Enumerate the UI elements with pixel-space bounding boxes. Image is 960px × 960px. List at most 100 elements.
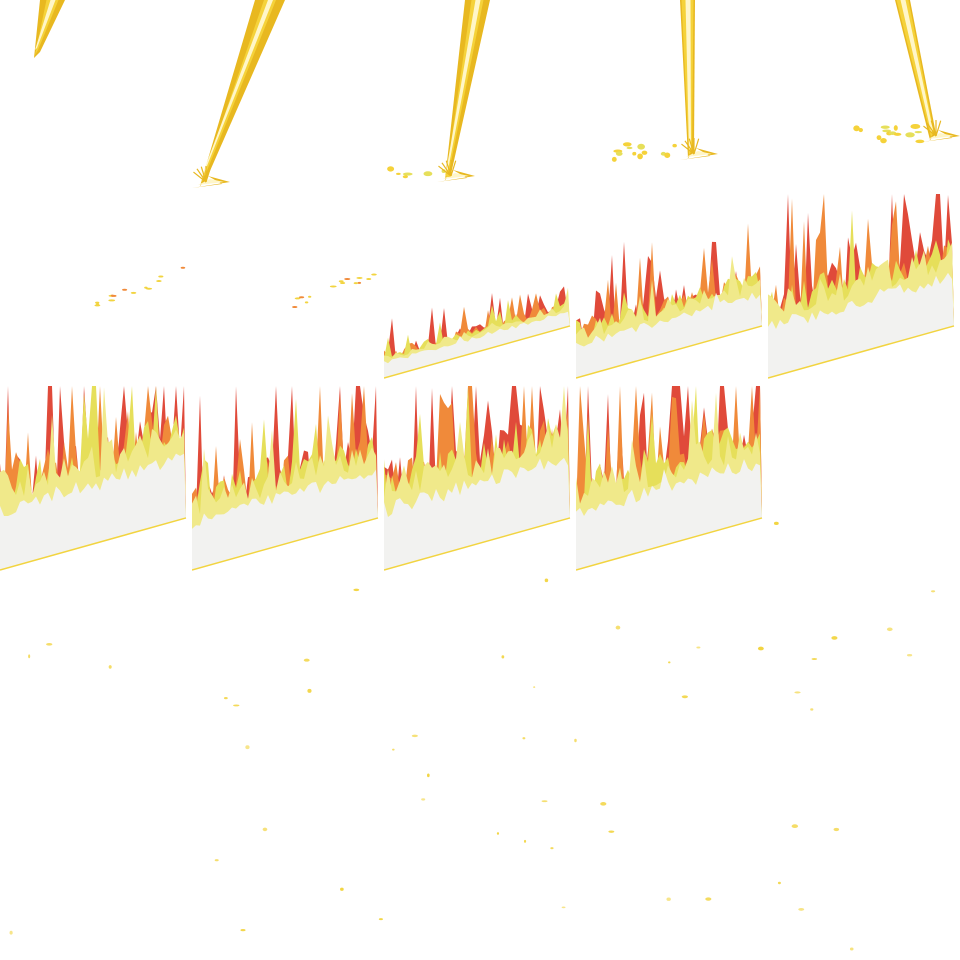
ember xyxy=(411,734,418,738)
spark xyxy=(910,123,921,129)
ember xyxy=(357,281,362,284)
ember xyxy=(541,800,548,803)
fire-sprite xyxy=(384,286,576,384)
ember xyxy=(371,273,377,276)
spark-ray xyxy=(688,138,695,155)
ember xyxy=(522,737,526,740)
ember xyxy=(340,282,346,285)
ember xyxy=(773,521,779,525)
ember xyxy=(111,294,117,297)
spark xyxy=(441,169,446,174)
ember xyxy=(329,285,337,288)
fire-frame-7 xyxy=(192,192,384,384)
ember xyxy=(294,297,301,300)
spark xyxy=(880,138,887,144)
impact-flare-core xyxy=(443,173,469,179)
spark-ray xyxy=(693,138,700,155)
ember xyxy=(533,686,536,688)
spark-ray xyxy=(930,120,937,137)
beam-sprite xyxy=(192,0,285,188)
beam-outer xyxy=(34,0,65,58)
spark xyxy=(858,127,863,133)
ember xyxy=(223,696,228,700)
ground-mask xyxy=(384,325,576,384)
ember xyxy=(810,708,814,711)
beam-core xyxy=(201,0,273,178)
beam-core xyxy=(35,0,56,50)
ember xyxy=(122,288,128,291)
fire-sprite xyxy=(94,266,186,307)
ember xyxy=(544,578,549,583)
ember xyxy=(811,658,818,660)
ember xyxy=(46,642,53,646)
spark xyxy=(880,125,890,129)
beam-sprite xyxy=(853,0,960,144)
ember xyxy=(574,738,577,743)
spark xyxy=(893,125,898,131)
spark-ray xyxy=(205,166,212,183)
ground-glow xyxy=(576,325,763,379)
ember xyxy=(356,276,363,279)
fire-sprite xyxy=(292,273,377,308)
ember xyxy=(9,930,13,935)
ground-mask xyxy=(0,517,192,576)
ember xyxy=(496,832,500,835)
beam-core xyxy=(900,0,933,132)
beam-sprite xyxy=(34,0,65,58)
ember xyxy=(378,918,383,921)
spark-ray xyxy=(450,160,457,177)
spark xyxy=(387,166,395,172)
fire-sprite xyxy=(384,386,576,576)
spark-ray xyxy=(196,168,207,183)
spark xyxy=(622,142,632,147)
ember xyxy=(96,303,100,306)
ember xyxy=(705,897,712,901)
fire-sprite xyxy=(0,386,192,576)
spark xyxy=(626,146,633,150)
spark-ray xyxy=(935,120,942,137)
ember xyxy=(886,627,893,632)
beam-frame-4 xyxy=(576,0,768,192)
spark xyxy=(853,125,860,132)
ember xyxy=(523,839,527,843)
ember xyxy=(615,625,621,630)
spark xyxy=(915,139,925,144)
fire-frame-6 xyxy=(0,192,192,384)
ember xyxy=(696,646,701,649)
spark xyxy=(423,171,433,177)
beam-frame-1 xyxy=(0,0,192,192)
ember xyxy=(340,887,344,891)
ground-glow xyxy=(0,517,187,571)
ember xyxy=(831,636,838,640)
ground-glow xyxy=(384,325,571,379)
ember xyxy=(798,908,805,911)
ember xyxy=(668,661,671,664)
ember xyxy=(308,295,312,298)
spark xyxy=(914,130,922,134)
spark xyxy=(876,135,882,141)
fire-sprite xyxy=(576,386,768,576)
ground-mask xyxy=(576,517,768,576)
ground-mask xyxy=(192,517,384,576)
spark-ray xyxy=(923,125,937,137)
ember xyxy=(307,688,312,693)
ember xyxy=(344,278,351,281)
spark xyxy=(615,151,623,156)
fire-frame-9 xyxy=(576,192,768,384)
ember xyxy=(180,266,186,269)
ember xyxy=(304,301,309,304)
ember xyxy=(931,590,936,593)
ember xyxy=(791,824,799,828)
ember xyxy=(245,745,250,750)
ember xyxy=(158,275,164,278)
ember xyxy=(561,906,566,909)
spark xyxy=(402,172,413,176)
spark xyxy=(402,175,408,179)
spark xyxy=(637,153,643,160)
ember xyxy=(262,827,268,832)
fire-frame-14 xyxy=(576,384,768,576)
spark xyxy=(632,151,637,156)
ember xyxy=(849,947,854,951)
ember xyxy=(94,304,101,307)
